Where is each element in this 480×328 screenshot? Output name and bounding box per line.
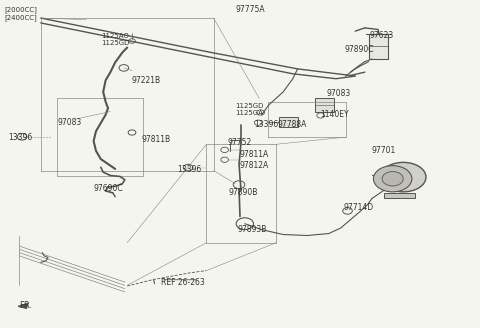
Text: 13396: 13396: [178, 165, 202, 174]
Text: 97083: 97083: [58, 118, 82, 127]
Text: 13396: 13396: [254, 120, 279, 129]
Bar: [315, 98, 334, 112]
Text: 97221B: 97221B: [132, 76, 161, 85]
Text: 97811A: 97811A: [240, 150, 269, 159]
Circle shape: [382, 172, 403, 186]
Text: 97811B: 97811B: [142, 135, 171, 144]
Text: [2000CC]
[2400CC]: [2000CC] [2400CC]: [5, 7, 37, 21]
Circle shape: [373, 166, 412, 192]
Text: 97775A: 97775A: [235, 5, 265, 14]
Text: 97890B: 97890B: [228, 188, 258, 196]
Text: 1140EY: 1140EY: [321, 110, 349, 119]
Text: 1125GD
1125GA: 1125GD 1125GA: [235, 103, 264, 116]
Bar: [384, 193, 415, 198]
Text: 97788A: 97788A: [277, 120, 307, 129]
Bar: [369, 34, 388, 59]
Text: 97752: 97752: [228, 138, 252, 147]
Text: 97623: 97623: [370, 31, 394, 40]
Text: 1125AO
1125GD: 1125AO 1125GD: [101, 33, 129, 46]
Text: 97714D: 97714D: [343, 203, 373, 212]
Text: 97890C: 97890C: [345, 45, 374, 54]
Text: 97690C: 97690C: [93, 184, 123, 193]
Text: REF 26-263: REF 26-263: [161, 278, 204, 287]
Text: FR.: FR.: [19, 301, 32, 310]
Bar: [279, 117, 298, 127]
Text: 13396: 13396: [9, 133, 33, 141]
Polygon shape: [18, 303, 28, 308]
Text: 97893B: 97893B: [238, 225, 267, 234]
Text: 97083: 97083: [326, 89, 351, 97]
Ellipse shape: [380, 162, 426, 192]
Text: 97701: 97701: [372, 146, 396, 155]
Text: 97812A: 97812A: [240, 161, 269, 170]
